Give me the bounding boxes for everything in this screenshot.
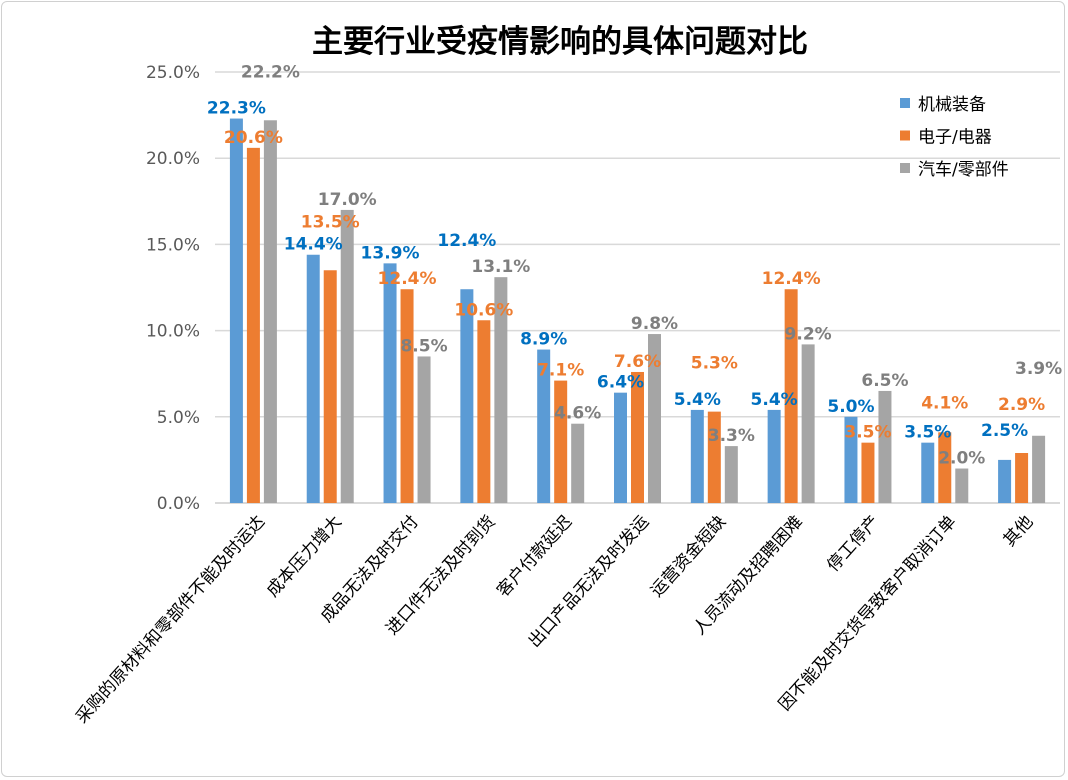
data-label: 6.5% xyxy=(861,371,908,391)
bar xyxy=(554,380,568,503)
bar xyxy=(955,468,969,503)
bar xyxy=(921,442,935,503)
data-label: 5.4% xyxy=(674,390,721,410)
data-label: 4.6% xyxy=(554,404,601,424)
x-tick-label: 客户付款延迟 xyxy=(493,512,576,601)
y-tick-label: 0.0% xyxy=(157,494,200,514)
data-label: 22.2% xyxy=(241,62,300,82)
bar xyxy=(648,334,661,503)
bar xyxy=(340,209,354,504)
bar xyxy=(417,356,431,503)
data-label: 12.4% xyxy=(378,269,437,289)
bar xyxy=(1015,453,1029,503)
data-label: 12.4% xyxy=(437,231,496,251)
data-label: 12.4% xyxy=(762,269,821,289)
data-label: 3.5% xyxy=(904,423,951,443)
bar xyxy=(614,392,627,503)
y-tick-label: 20.0% xyxy=(146,149,200,169)
legend-swatch xyxy=(900,98,910,108)
chart-title: 主要行业受疫情影响的具体问题对比 xyxy=(312,24,808,60)
x-tick-label: 运营资金短缺 xyxy=(647,512,730,601)
bar xyxy=(801,344,815,503)
data-label: 5.4% xyxy=(751,390,798,410)
y-tick-label: 25.0% xyxy=(146,63,200,83)
data-label: 3.3% xyxy=(708,426,755,446)
bar xyxy=(690,409,704,503)
bar xyxy=(707,411,721,503)
bar xyxy=(400,289,414,503)
bar xyxy=(306,254,320,503)
y-tick-label: 5.0% xyxy=(157,408,200,428)
data-label: 8.5% xyxy=(400,336,447,356)
data-label: 10.6% xyxy=(454,300,513,320)
data-label: 20.6% xyxy=(224,128,283,148)
legend-label: 汽车/零部件 xyxy=(918,160,1009,180)
data-label: 14.4% xyxy=(284,235,343,255)
bar xyxy=(861,442,875,503)
bar xyxy=(246,147,260,503)
bar xyxy=(998,459,1012,503)
bar xyxy=(323,270,337,503)
data-label: 7.1% xyxy=(537,361,584,381)
legend-swatch xyxy=(900,130,910,141)
bar xyxy=(631,371,644,503)
bar xyxy=(767,409,781,503)
bar xyxy=(383,263,397,503)
x-tick-label: 成本压力增大 xyxy=(263,512,346,601)
data-label: 5.3% xyxy=(691,354,738,374)
data-label: 17.0% xyxy=(318,190,377,210)
data-label: 13.9% xyxy=(361,243,420,263)
data-label: 7.6% xyxy=(614,352,661,372)
data-label: 8.9% xyxy=(520,330,567,350)
bar xyxy=(494,277,508,503)
data-label: 3.5% xyxy=(844,423,891,443)
data-label: 9.8% xyxy=(631,314,678,334)
bar xyxy=(537,349,551,503)
bar xyxy=(878,390,892,503)
data-label: 3.9% xyxy=(1015,359,1062,379)
y-tick-label: 10.0% xyxy=(146,322,200,342)
legend-label: 电子/电器 xyxy=(918,128,992,148)
data-label: 22.3% xyxy=(207,99,266,119)
data-label: 2.9% xyxy=(998,395,1045,415)
bar xyxy=(1032,435,1046,503)
bar xyxy=(477,320,491,503)
bar xyxy=(938,432,952,503)
data-label: 2.5% xyxy=(981,421,1028,441)
data-label: 4.1% xyxy=(921,393,968,413)
bar xyxy=(460,289,474,503)
bar xyxy=(263,120,277,503)
data-label: 9.2% xyxy=(785,324,832,344)
data-label: 13.5% xyxy=(301,212,360,232)
x-tick-label: 采购的原材料和零部件不能及时运达 xyxy=(72,512,269,728)
data-label: 5.0% xyxy=(827,397,874,417)
bar xyxy=(844,416,858,503)
legend-swatch xyxy=(900,163,910,173)
data-label: 6.4% xyxy=(597,373,644,393)
bar xyxy=(724,446,738,503)
legend-label: 机械装备 xyxy=(918,95,986,115)
bar xyxy=(229,118,243,503)
bar xyxy=(784,289,798,503)
data-label: 2.0% xyxy=(938,449,985,469)
x-tick-label: 其他 xyxy=(1000,512,1038,551)
x-tick-label: 停工停产 xyxy=(823,512,883,576)
bar xyxy=(571,423,585,503)
y-tick-label: 15.0% xyxy=(146,235,200,255)
data-label: 13.1% xyxy=(471,257,530,277)
